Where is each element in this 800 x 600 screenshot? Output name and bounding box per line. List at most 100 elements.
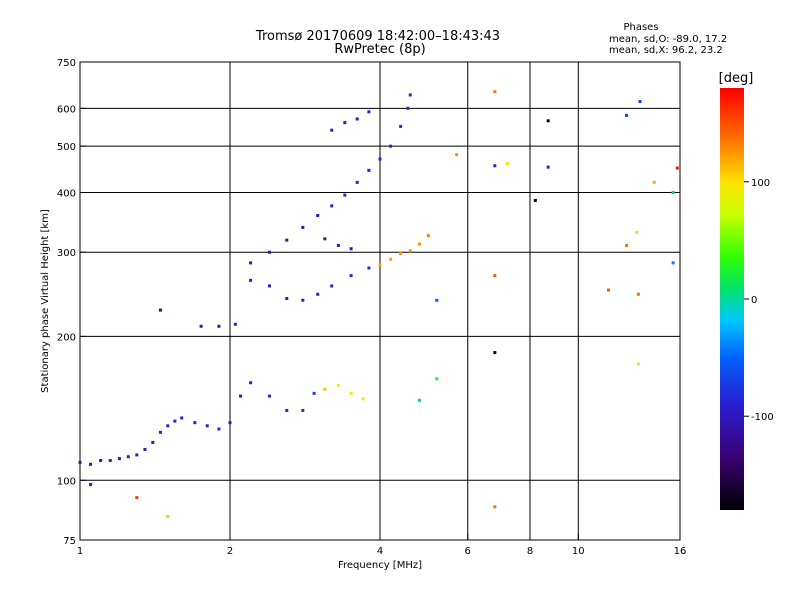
echo-point (378, 157, 382, 161)
x-tick-label: 10 (572, 546, 585, 557)
echo-point (493, 90, 497, 94)
echo-point (493, 164, 497, 168)
echo-point (143, 447, 147, 451)
echo-point (406, 106, 410, 110)
echo-point (249, 261, 253, 265)
echo-point (671, 190, 675, 194)
echo-point (239, 394, 243, 398)
echo-point (330, 128, 334, 132)
echo-point (417, 242, 421, 246)
x-tick-label: 8 (527, 546, 533, 557)
echo-point (426, 234, 430, 238)
echo-point (173, 419, 177, 423)
y-axis-ticks: 75 100 200 300 400 500 600 750 (57, 58, 86, 547)
echo-point (361, 397, 365, 401)
echo-point (625, 113, 629, 117)
echo-point (493, 351, 497, 355)
echo-point (199, 324, 203, 328)
echo-point (301, 225, 305, 229)
colorbar-tick-label: 100 (751, 178, 770, 189)
echo-point (638, 100, 642, 104)
echo-point (78, 460, 82, 464)
echo-point (217, 324, 221, 328)
echo-point (249, 278, 253, 282)
x-axis-ticks: 1 2 4 6 8 10 16 (77, 534, 686, 557)
echo-point (99, 458, 103, 462)
echo-point (217, 427, 221, 431)
echo-point (301, 408, 305, 412)
echo-point (193, 421, 197, 425)
echo-point (533, 198, 537, 202)
echo-point (389, 144, 393, 148)
y-tick-label: 200 (57, 332, 76, 343)
stats-line-o: mean, sd,O: -89.0, 17.2 (609, 34, 727, 45)
echo-point (323, 237, 327, 241)
echo-point (417, 398, 421, 402)
echo-point (367, 266, 371, 270)
echo-point (285, 297, 289, 301)
echo-point (228, 421, 232, 425)
echo-point (180, 416, 184, 420)
chart-title: Tromsø 20170609 18:42:00–18:43:43 (255, 29, 500, 44)
echo-point (408, 93, 412, 97)
echo-point (671, 261, 675, 265)
x-axis-label: Frequency [MHz] (338, 560, 422, 571)
echo-point (636, 362, 640, 366)
echo-point (367, 110, 371, 114)
grid-lines (80, 62, 680, 540)
echo-point (267, 250, 271, 254)
colorbar-tick-label: 0 (751, 295, 757, 306)
echo-point (399, 252, 403, 256)
echo-point (355, 180, 359, 184)
echo-point (435, 377, 439, 381)
y-tick-label: 750 (57, 58, 76, 69)
echo-point (455, 153, 459, 157)
y-tick-label: 75 (63, 536, 76, 547)
echo-point (205, 424, 209, 428)
echo-point (546, 119, 550, 123)
colorbar (720, 88, 744, 510)
colorbar-ticks: 100 0 -100 (744, 178, 774, 423)
echo-point (151, 440, 155, 444)
echo-point (316, 292, 320, 296)
echo-point (135, 496, 139, 500)
echo-point (285, 408, 289, 412)
echo-point (652, 180, 656, 184)
echo-point (635, 230, 639, 234)
echo-point (233, 322, 237, 326)
echo-point (349, 247, 353, 251)
echo-point (435, 298, 439, 302)
echo-point (367, 168, 371, 172)
echo-point (636, 292, 640, 296)
y-tick-label: 100 (57, 476, 76, 487)
echo-point (399, 124, 403, 128)
colorbar-tick-label: -100 (751, 412, 774, 423)
echo-point (349, 391, 353, 395)
echo-point (336, 383, 340, 387)
echo-point (349, 274, 353, 278)
echo-point (336, 243, 340, 247)
x-tick-label: 1 (77, 546, 83, 557)
echo-point (166, 514, 170, 518)
echo-point (330, 284, 334, 288)
echo-point (389, 257, 393, 261)
echo-point (158, 308, 162, 312)
echo-point (285, 238, 289, 242)
colorbar-label: [deg] (719, 71, 754, 86)
echo-point (343, 193, 347, 197)
echo-point (312, 391, 316, 395)
echo-point (355, 117, 359, 121)
echo-point (158, 430, 162, 434)
echo-point (323, 387, 327, 391)
x-tick-label: 4 (377, 546, 383, 557)
echo-point (546, 165, 550, 169)
echo-point (675, 166, 679, 170)
echo-point (330, 204, 334, 208)
echo-point (301, 298, 305, 302)
echo-point (493, 274, 497, 278)
echo-point (607, 288, 611, 292)
echo-point (267, 394, 271, 398)
echo-point (408, 249, 412, 253)
stats-heading: Phases (623, 22, 658, 33)
